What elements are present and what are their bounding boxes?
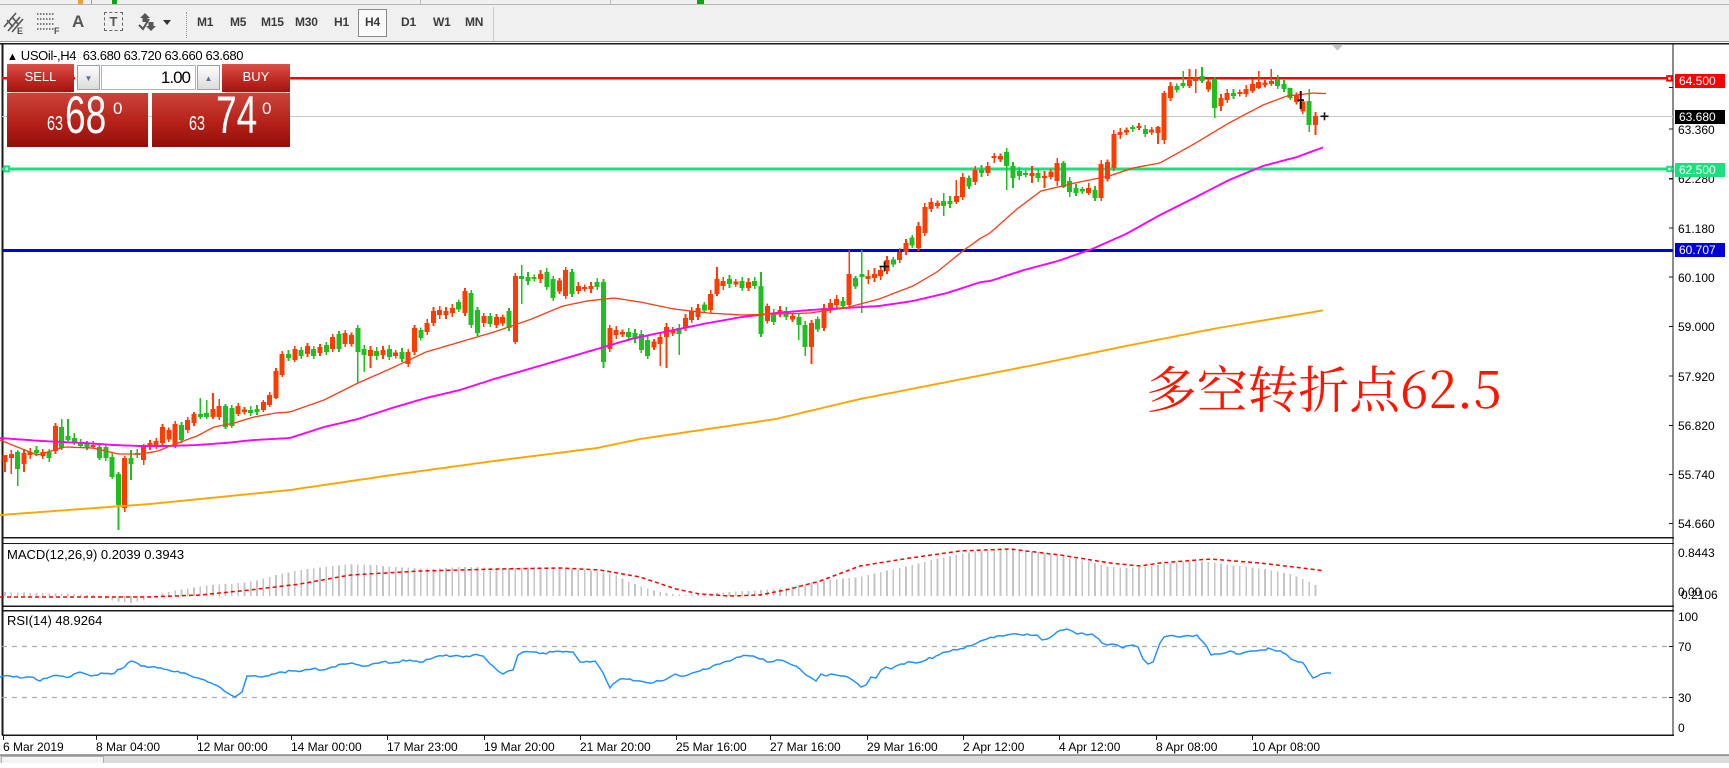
svg-text:F: F xyxy=(54,26,60,36)
svg-text:E: E xyxy=(17,26,23,35)
